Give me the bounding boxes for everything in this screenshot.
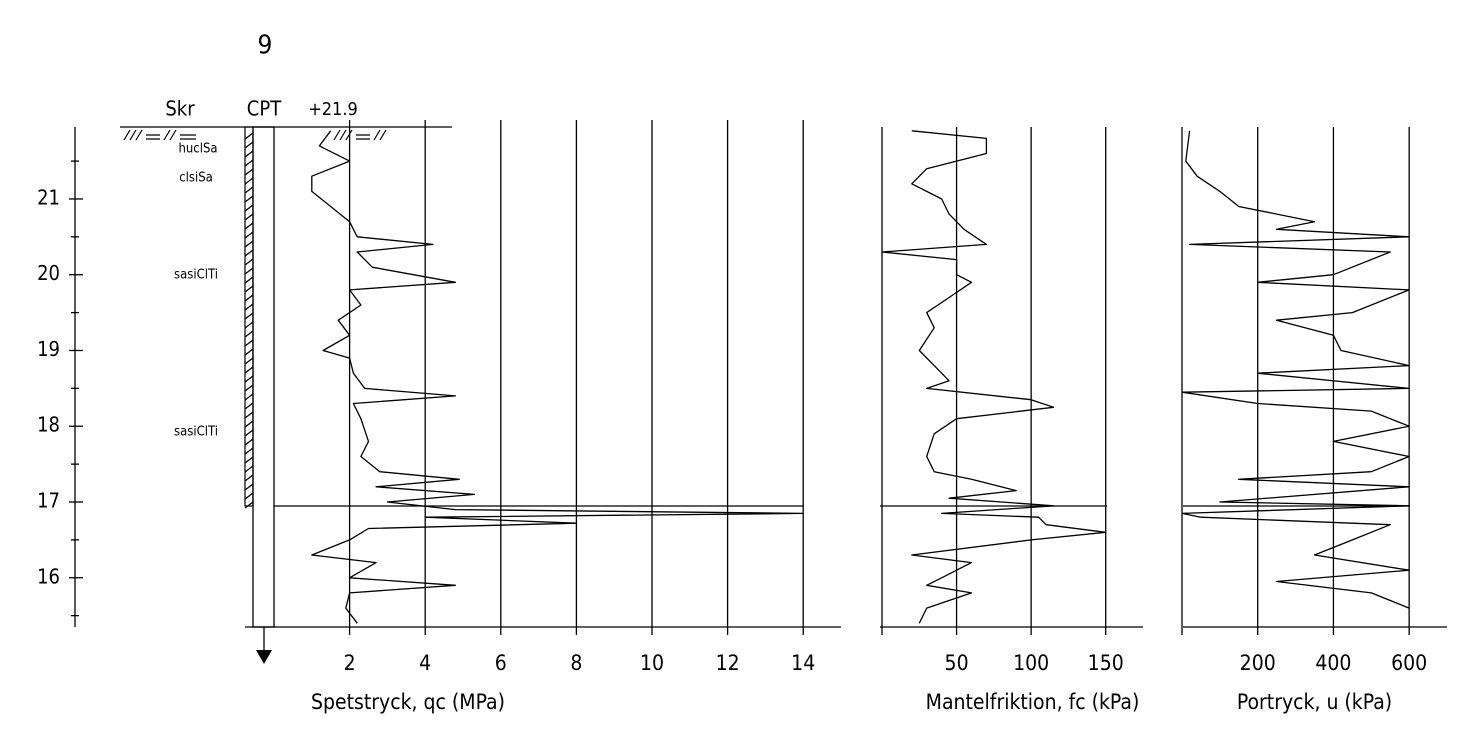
hatch-stroke <box>244 195 254 203</box>
soil-label: sasiClTi <box>174 425 218 440</box>
hatch-stroke <box>244 186 254 194</box>
hatch-stroke <box>244 141 254 149</box>
hatch-stroke <box>244 294 254 302</box>
hatch-stroke <box>244 231 254 239</box>
x-tick-label: 12 <box>716 651 740 675</box>
hatch-stroke <box>244 348 254 356</box>
hatch-stroke <box>244 357 254 365</box>
x-tick-label: 50 <box>945 651 969 675</box>
hatch-stroke <box>244 465 254 473</box>
y-tick-label: 20 <box>37 261 60 285</box>
hatch-stroke <box>244 447 254 455</box>
x-tick-label: 10 <box>640 651 664 675</box>
hatch-stroke <box>244 321 254 329</box>
hatch-stroke <box>244 222 254 230</box>
ground-hatch <box>123 129 387 141</box>
hatch-stroke <box>244 411 254 419</box>
x-axis-label: Mantelfriktion, fc (kPa) <box>926 690 1140 714</box>
y-tick-label: 16 <box>37 564 60 588</box>
probe-arrow <box>256 650 272 664</box>
hatch-stroke <box>244 285 254 293</box>
hatch-stroke <box>244 204 254 212</box>
hatch-stroke <box>244 240 254 248</box>
y-tick-label: 17 <box>37 489 60 513</box>
y-tick-label: 19 <box>37 337 60 361</box>
hatch-stroke <box>244 483 254 491</box>
cpt-column <box>252 126 275 628</box>
data-line <box>1181 130 1410 609</box>
hatch-stroke <box>244 312 254 320</box>
x-tick-label: 2 <box>344 651 356 675</box>
x-tick-label: 6 <box>495 651 507 675</box>
hatch-stroke <box>244 456 254 464</box>
level-label: +21.9 <box>308 99 358 120</box>
hatch-stroke <box>244 168 254 176</box>
hatch-stroke <box>244 132 254 140</box>
hatch-stroke <box>244 303 254 311</box>
hatch-stroke <box>244 213 254 221</box>
x-tick-label: 100 <box>1013 651 1049 675</box>
borehole-number: 9 <box>258 31 273 61</box>
hatch-stroke <box>244 330 254 338</box>
data-line <box>311 130 804 624</box>
x-tick-label: 4 <box>419 651 431 675</box>
x-tick-label: 150 <box>1088 651 1124 675</box>
hatch-stroke <box>244 375 254 383</box>
hatch-stroke <box>244 267 254 275</box>
x-axis-label: Portryck, u (kPa) <box>1237 690 1392 714</box>
hatch-stroke <box>244 384 254 392</box>
hatch-stroke <box>244 249 254 257</box>
x-tick-label: 600 <box>1391 651 1427 675</box>
x-tick-label: 200 <box>1240 651 1276 675</box>
soil-label: huclSa <box>178 142 217 157</box>
hatch-stroke <box>244 402 254 410</box>
column-header: CPT <box>247 97 282 121</box>
hatch-stroke <box>244 393 254 401</box>
hatch-stroke <box>244 420 254 428</box>
hatch-stroke <box>244 438 254 446</box>
hatch-stroke <box>244 177 254 185</box>
hatch-stroke <box>244 339 254 347</box>
hatch-stroke <box>244 276 254 284</box>
hatch-stroke <box>244 429 254 437</box>
x-axis-label: Spetstryck, qc (MPa) <box>311 690 505 714</box>
hatch-stroke <box>244 159 254 167</box>
x-tick-label: 8 <box>570 651 582 675</box>
hatch-stroke <box>244 492 254 500</box>
x-tick-label: 400 <box>1315 651 1351 675</box>
hatch-stroke <box>244 366 254 374</box>
column-header: Skr <box>165 97 195 121</box>
data-line <box>881 130 1107 624</box>
y-tick-label: 21 <box>37 185 60 209</box>
soil-label: sasiClTi <box>174 268 218 283</box>
soil-label: clsiSa <box>179 171 213 186</box>
hatch-stroke <box>244 474 254 482</box>
layer-hatching <box>244 132 254 509</box>
hatch-stroke <box>244 258 254 266</box>
hatch-stroke <box>244 150 254 158</box>
y-tick-label: 18 <box>37 413 60 437</box>
x-tick-label: 14 <box>791 651 815 675</box>
hatch-stroke <box>244 501 254 509</box>
